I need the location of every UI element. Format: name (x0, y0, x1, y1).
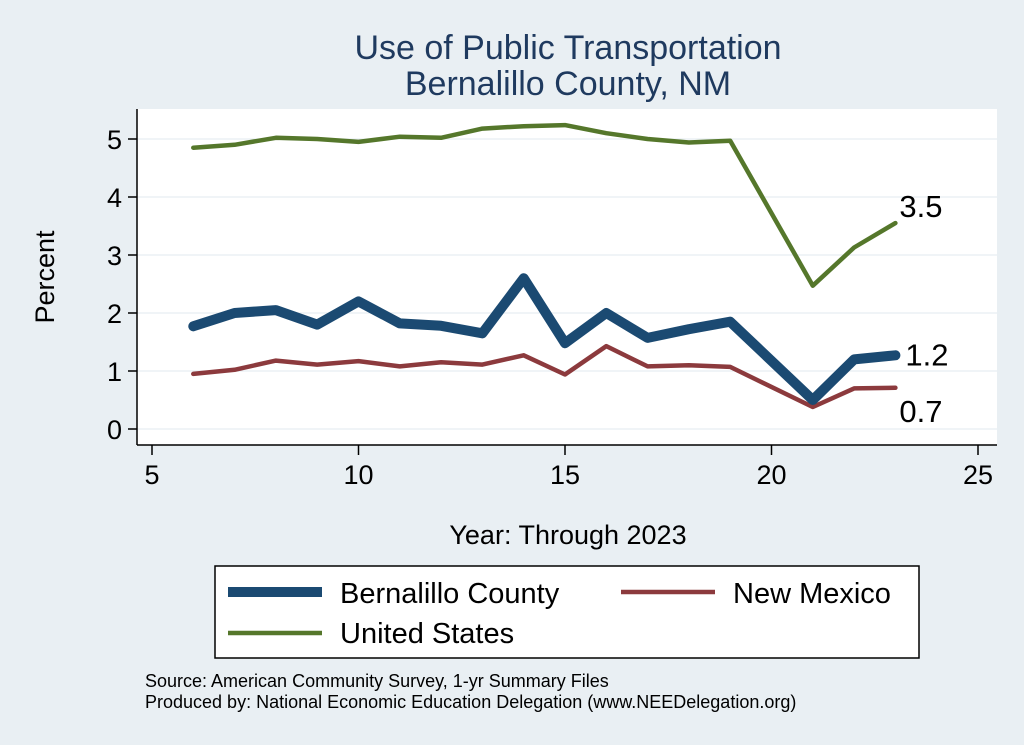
y-tick-label-2: 2 (107, 299, 122, 329)
x-axis-label: Year: Through 2023 (449, 520, 686, 550)
legend-box (214, 565, 920, 659)
y-tick-label-1: 1 (107, 357, 122, 387)
plot-area (137, 109, 997, 445)
legend: Bernalillo County New Mexico United Stat… (214, 565, 920, 659)
end-label-new-mexico: 0.7 (899, 394, 942, 429)
source-note: Source: American Community Survey, 1-yr … (145, 671, 609, 691)
y-tick-label-4: 4 (107, 183, 122, 213)
x-tick-label-5: 5 (144, 460, 159, 490)
producer-note: Produced by: National Economic Education… (145, 692, 796, 712)
x-tick-label-15: 15 (550, 460, 580, 490)
end-labels: 3.5 1.2 0.7 (899, 189, 948, 429)
y-tick-label-3: 3 (107, 241, 122, 271)
y-tick-label-5: 5 (107, 125, 122, 155)
legend-label-new-mexico: New Mexico (733, 578, 891, 610)
x-tick-label-10: 10 (343, 460, 373, 490)
series-line-new-mexico (191, 343, 898, 410)
x-tick-label-20: 20 (756, 460, 786, 490)
series-line-united-states (191, 122, 898, 288)
end-label-united-states: 3.5 (899, 189, 942, 224)
x-tick-label-25: 25 (963, 460, 993, 490)
legend-label-united-states: United States (340, 618, 514, 650)
axes: 0 1 2 3 4 5 5 10 15 20 25 (107, 109, 997, 490)
y-axis-label: Percent (30, 230, 60, 324)
chart-title-line-1: Use of Public Transportation (354, 29, 781, 67)
y-tick-label-0: 0 (107, 415, 122, 445)
end-label-bernalillo-county: 1.2 (905, 337, 948, 372)
series-lines (188, 122, 901, 410)
legend-label-bernalillo-county: Bernalillo County (340, 578, 560, 610)
series-line-bernalillo-county (188, 273, 901, 405)
chart-title-line-2: Bernalillo County, NM (405, 65, 731, 103)
